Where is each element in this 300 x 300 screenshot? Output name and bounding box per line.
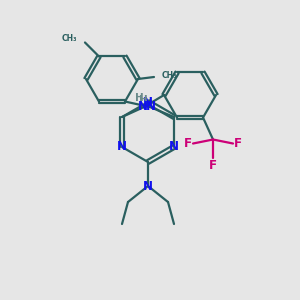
Text: F: F — [184, 137, 192, 150]
Text: N: N — [117, 140, 127, 154]
Text: F: F — [234, 137, 242, 150]
Text: H: H — [135, 93, 143, 103]
Text: CH₃: CH₃ — [162, 70, 178, 80]
Text: CH₃: CH₃ — [61, 34, 77, 43]
Text: N: N — [143, 179, 153, 193]
Text: F: F — [209, 159, 217, 172]
Text: N: N — [146, 100, 156, 112]
Text: H: H — [139, 95, 147, 105]
Text: N: N — [143, 95, 153, 109]
Text: N: N — [138, 100, 148, 112]
Text: N: N — [169, 140, 179, 154]
